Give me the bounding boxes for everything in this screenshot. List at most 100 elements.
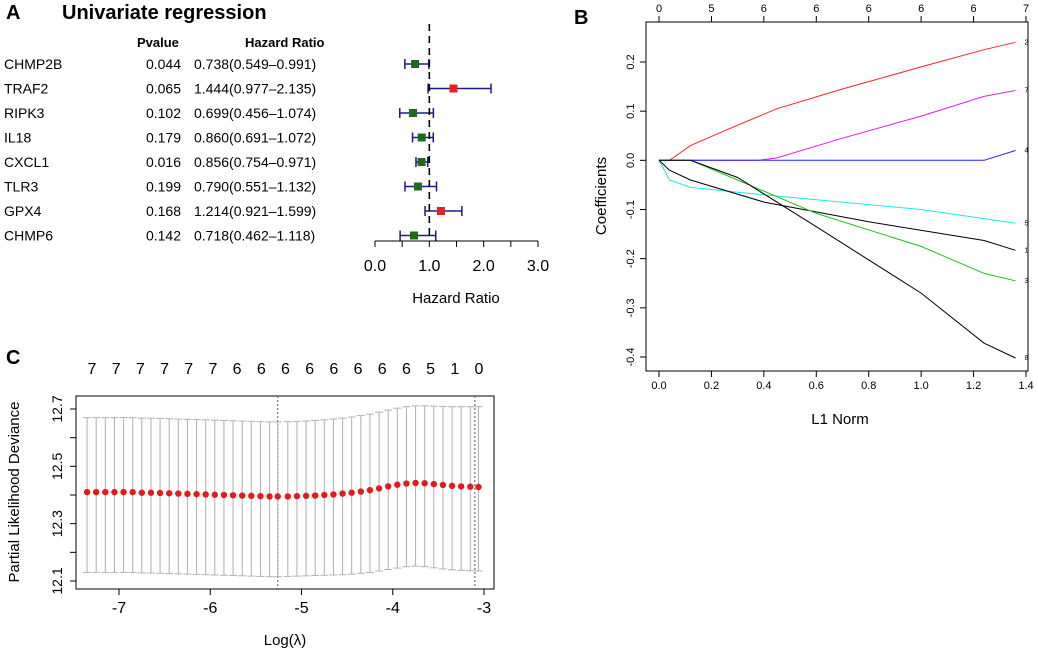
deviance-point — [92, 488, 100, 496]
x-tick-label: 1.2 — [966, 380, 981, 392]
gene-label: CHMP2B — [4, 56, 62, 72]
plot-box-c — [75, 395, 495, 590]
panel-letter-c: C — [6, 347, 20, 369]
top-count-label: 6 — [378, 361, 387, 378]
x-tick-label: 1.0 — [418, 258, 440, 275]
deviance-point — [238, 492, 246, 499]
gene-label: GPX4 — [4, 203, 42, 219]
hazard-ratio-marker — [413, 182, 422, 191]
top-count-label: 7 — [136, 361, 145, 378]
deviance-point — [147, 489, 155, 496]
coef-y-label: Coefficients — [593, 157, 610, 235]
hazard-ratio-marker — [417, 133, 426, 142]
deviance-point — [403, 480, 410, 487]
hazard-ratio-cell: 0.856(0.754–0.971) — [194, 154, 316, 170]
deviance-point — [366, 486, 374, 494]
deviance-point — [184, 490, 191, 498]
deviance-point — [475, 483, 482, 491]
deviance-point — [467, 483, 474, 490]
x-tick-label: 2.0 — [473, 258, 495, 275]
coef-path-label: 7 — [1025, 88, 1029, 95]
y-tick-label: -0.2 — [625, 249, 637, 268]
y-tick-label: 12.1 — [49, 567, 65, 594]
forest-x-label: Hazard Ratio — [412, 290, 500, 307]
coef-path-label: 4 — [1025, 148, 1029, 155]
x-tick-label: 0.6 — [809, 380, 824, 392]
hazard-ratio-cell: 1.214(0.921–1.599) — [194, 203, 316, 219]
pvalue-cell: 0.044 — [146, 56, 181, 72]
hazard-ratio-header: Hazard Ratio — [245, 35, 325, 50]
deviance-point — [394, 481, 401, 488]
deviance-point — [120, 488, 127, 496]
deviance-point — [457, 483, 465, 490]
hazard-ratio-marker — [449, 84, 458, 93]
hazard-ratio-cell: 0.790(0.551–1.132) — [194, 179, 316, 195]
top-tick-label: 7 — [1023, 3, 1029, 15]
x-tick-label: 3.0 — [527, 258, 549, 275]
x-tick-label: 0.4 — [756, 380, 771, 392]
pvalue-cell: 0.016 — [146, 154, 181, 170]
pvalue-cell: 0.168 — [146, 203, 181, 219]
top-count-label: 7 — [112, 361, 121, 378]
x-tick-label: 0.0 — [364, 258, 386, 275]
coef-path-8 — [659, 159, 1016, 359]
deviance-point — [293, 492, 301, 500]
coef-path-3 — [659, 159, 1016, 282]
deviance-point — [348, 489, 355, 496]
coef-series: 2 7 4 5 1 3 8 — [658, 39, 1029, 362]
forest-rows: CHMP2B 0.044 0.738(0.549–0.991) TRAF2 0.065 1… — [4, 56, 492, 244]
deviance-point — [266, 493, 273, 500]
deviance-point — [202, 491, 209, 498]
coefficient-path-panel: B 0.0 0.2 0.4 0.6 0.8 1.0 1.2 1.4 0 5 6 6 6 6 6 7 -0.4 -0… — [574, 3, 1034, 428]
pvalue-cell: 0.102 — [146, 105, 181, 121]
deviance-point — [257, 492, 264, 500]
deviance-point — [412, 479, 419, 487]
coef-path-label: 5 — [1025, 220, 1029, 227]
hazard-ratio-cell: 1.444(0.977–2.135) — [194, 81, 316, 97]
deviance-point — [102, 488, 109, 496]
coef-path-4 — [659, 150, 1016, 161]
top-count-label: 6 — [305, 361, 314, 378]
hazard-ratio-marker — [417, 158, 426, 166]
y-tick-label: -0.1 — [625, 200, 637, 219]
top-count-label: 6 — [257, 361, 266, 378]
top-tick-label: 6 — [971, 3, 977, 15]
coef-path-label: 1 — [1025, 247, 1029, 254]
deviance-point — [430, 480, 438, 488]
hazard-ratio-cell: 0.718(0.462–1.118) — [194, 228, 315, 244]
top-count-label: 1 — [450, 361, 459, 378]
top-count-label: 7 — [208, 361, 217, 378]
top-tick-label: 5 — [708, 3, 714, 15]
deviance-point — [384, 483, 392, 490]
y-tick-label: -0.4 — [625, 348, 637, 367]
coef-path-label: 8 — [1025, 355, 1029, 362]
x-tick-label: 0.0 — [651, 380, 666, 392]
deviance-point — [339, 490, 346, 497]
deviance-point — [138, 489, 146, 496]
y-tick-label: 12.3 — [49, 510, 65, 537]
deviance-point — [211, 491, 219, 498]
y-tick-label: 0.0 — [625, 153, 637, 168]
top-count-label: 6 — [402, 361, 411, 378]
coef-path-1 — [658, 159, 1016, 251]
y-tick-label: 0.2 — [625, 54, 637, 69]
deviance-point — [421, 480, 428, 487]
deviance-point — [284, 493, 292, 500]
coef-path-5 — [658, 160, 1016, 224]
deviance-point — [175, 490, 182, 497]
deviance-point — [156, 489, 164, 497]
hazard-ratio-marker — [436, 207, 445, 215]
pvalue-cell: 0.142 — [146, 228, 181, 244]
gene-label: CXCL1 — [4, 154, 49, 170]
deviance-point — [311, 492, 319, 499]
x-tick-label: -6 — [203, 600, 217, 617]
coef-path-7 — [659, 90, 1016, 161]
panel-letter-b: B — [574, 7, 588, 29]
x-tick-label: -7 — [112, 600, 126, 617]
plot-box-b — [645, 21, 1029, 372]
x-tick-label: -3 — [477, 600, 491, 617]
cv-deviance-panel: C -7 -6 -5 -4 -312.112.312.512.77 7 7 7 7 7 6 6 6 6 6 6… — [6, 347, 495, 649]
top-tick-label: 6 — [813, 3, 819, 15]
deviance-point — [129, 488, 136, 496]
